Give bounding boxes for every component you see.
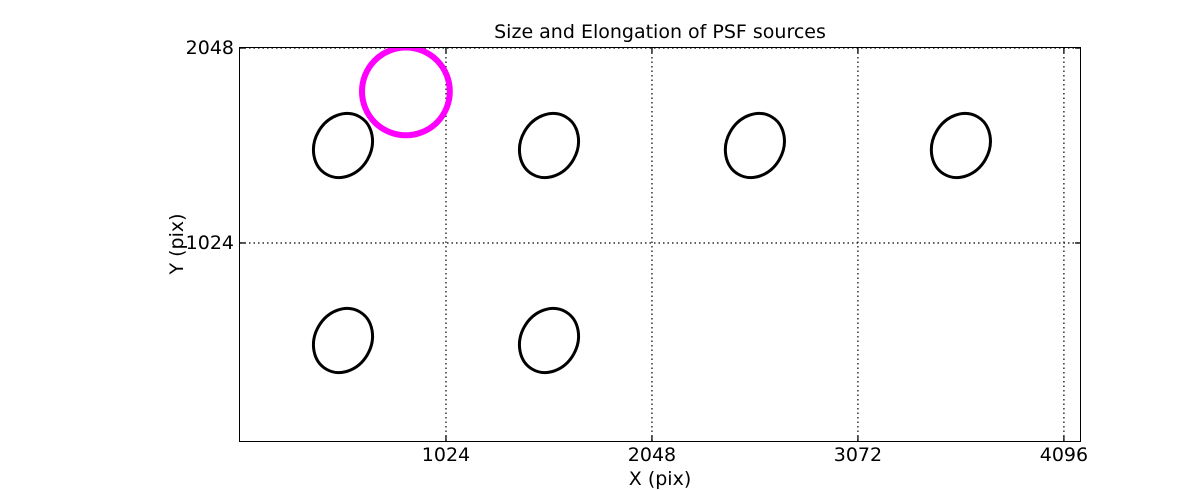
psf-ellipse: [311, 306, 374, 374]
y-tick-label: 2048: [185, 37, 234, 59]
psf-ellipse: [517, 111, 580, 179]
x-tick-label: 4096: [1039, 444, 1089, 466]
psf-ellipse: [517, 306, 580, 374]
psf-ellipse: [929, 111, 992, 179]
x-axis-label: X (pix): [628, 468, 692, 490]
x-tick-label: 3072: [833, 444, 883, 466]
highlight-circle: [358, 47, 453, 138]
plot-area: [238, 46, 1081, 442]
plot-canvas: [239, 47, 1080, 441]
chart-title: Size and Elongation of PSF sources: [494, 21, 826, 43]
psf-ellipse: [723, 111, 786, 179]
x-tick-label: 1024: [421, 444, 471, 466]
y-tick-label: 1024: [185, 231, 234, 254]
x-tick-label: 2048: [627, 444, 677, 466]
psf-ellipse: [311, 111, 374, 179]
